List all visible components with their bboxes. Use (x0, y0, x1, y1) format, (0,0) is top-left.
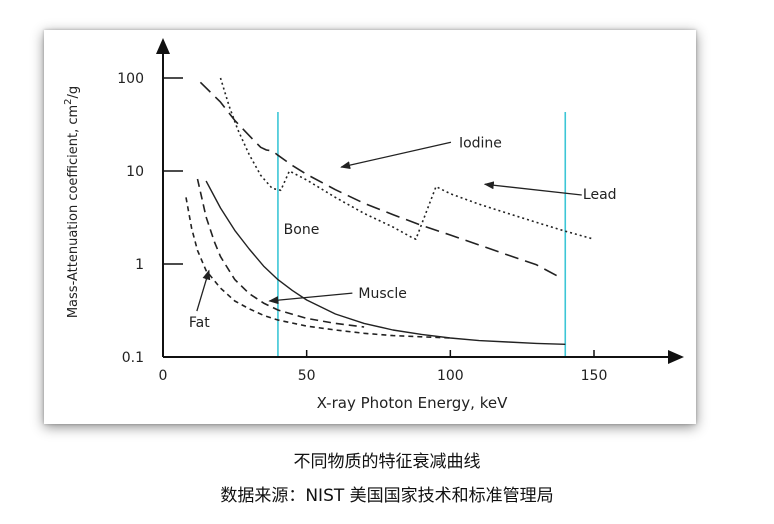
y-axis-title-superscript: 2 (63, 98, 74, 104)
annotation-arrow-fat (196, 269, 211, 312)
series-bone (205, 180, 566, 345)
y-axis-title: Mass-Attenuation coefficient, cm2/g (63, 86, 81, 318)
y-tick-label: 1 (135, 257, 144, 273)
annotation-arrow-iodine (340, 141, 452, 170)
x-axis-arrow (668, 350, 684, 364)
x-tick-label: 150 (581, 368, 608, 384)
x-axis-title: X-ray Photon Energy, keV (317, 394, 508, 412)
caption-source: 数据来源：NIST 美国国家技术和标准管理局 (220, 486, 554, 506)
annotation-iodine: Iodine (459, 135, 502, 151)
annotation-arrow-muscle (268, 292, 353, 305)
figure-card: 0 50 100 150 0.1 1 10 100 Iodine Lead Bone Muscle F… (44, 30, 696, 424)
axes (156, 38, 684, 364)
y-axis-title-tail: /g (66, 86, 81, 99)
annotation-bone: Bone (284, 222, 320, 238)
series-group (185, 77, 595, 345)
x-tick-label: 50 (298, 368, 316, 384)
series-iodine (199, 81, 557, 277)
y-axis-arrow (156, 38, 170, 54)
annotation-arrow-lead (483, 181, 582, 196)
x-tick-label: 100 (437, 368, 464, 384)
y-tick-label: 0.1 (122, 350, 144, 366)
annotation-muscle: Muscle (358, 286, 406, 302)
ticks: 0 50 100 150 0.1 1 10 100 (117, 71, 607, 384)
attenuation-chart: 0 50 100 150 0.1 1 10 100 Iodine Lead Bone Muscle F… (63, 38, 684, 412)
reference-lines (277, 112, 567, 357)
series-muscle (196, 178, 365, 328)
series-fat (185, 197, 451, 339)
y-tick-label: 100 (117, 71, 144, 87)
annotations: Iodine Lead Bone Muscle Fat (189, 135, 617, 331)
x-tick-label: 0 (159, 368, 168, 384)
y-axis-title-main: Mass-Attenuation coefficient, cm (66, 105, 81, 318)
annotation-fat: Fat (189, 315, 210, 331)
annotation-lead: Lead (583, 187, 617, 203)
series-lead (219, 77, 595, 240)
y-tick-label: 10 (126, 164, 144, 180)
caption-title: 不同物质的特征衰减曲线 (293, 452, 481, 472)
